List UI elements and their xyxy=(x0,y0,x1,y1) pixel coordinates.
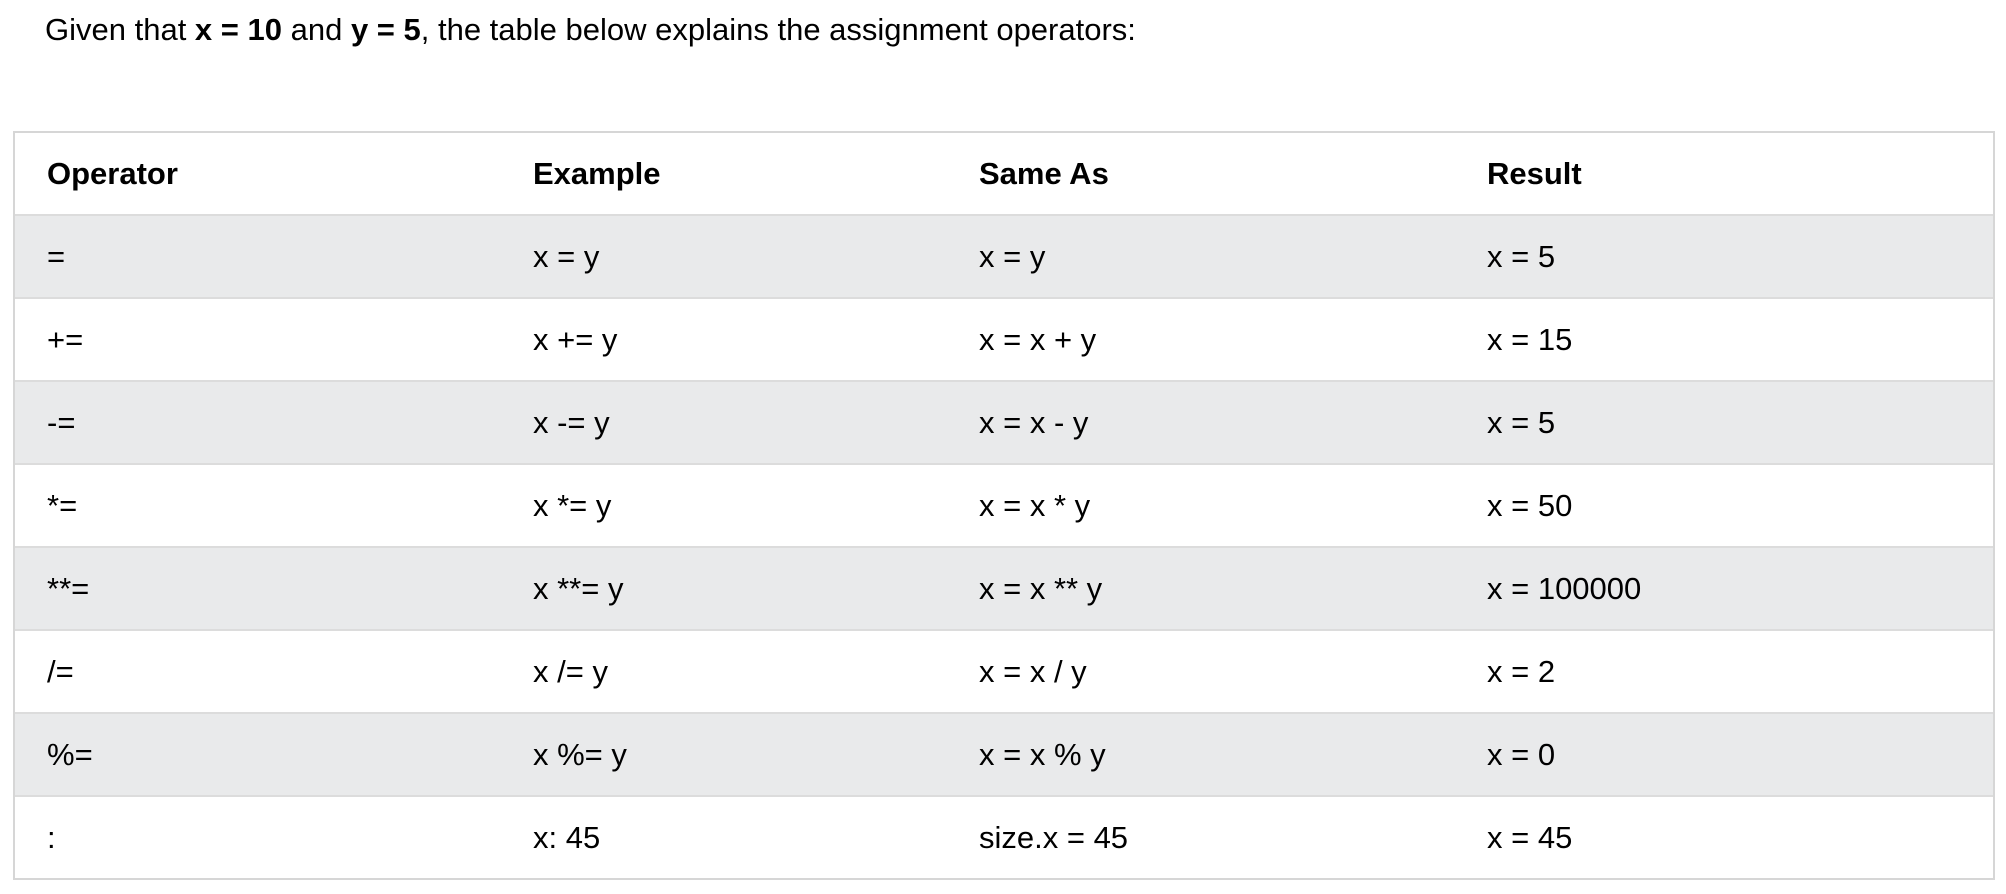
cell-example: x %= y xyxy=(501,713,947,797)
assignment-operators-table: Operator Example Same As Result = x = y … xyxy=(15,133,1993,878)
cell-example: x: 45 xyxy=(533,819,601,855)
cell-same-as: size.x = 45 xyxy=(979,819,1129,855)
table-row: : x: 45 size.x = 45 x = 45 xyxy=(15,796,1993,878)
cell-example: x *= y xyxy=(501,464,947,548)
cell-same-as: x = x % y xyxy=(947,713,1455,797)
cell-same-as: x = x + y xyxy=(947,298,1455,382)
cell-operator: /= xyxy=(15,630,501,714)
header-operator: Operator xyxy=(15,133,501,216)
header-same-as: Same As xyxy=(947,133,1455,216)
table-row: -= x -= y x = x - y x = 5 xyxy=(15,381,1993,465)
intro-middle: and xyxy=(281,12,351,47)
cell-example: x = y xyxy=(501,215,947,299)
cell-example: x **= y xyxy=(501,547,947,631)
table-header-row: Operator Example Same As Result xyxy=(15,133,1993,216)
intro-paragraph: Given that x = 10 and y = 5, the table b… xyxy=(45,8,1136,52)
cell-example: x /= y xyxy=(501,630,947,714)
cell-result: x = 45 xyxy=(1487,819,1573,855)
cell-result: x = 0 xyxy=(1455,713,1993,797)
cell-result: x = 5 xyxy=(1455,215,1993,299)
intro-suffix: , the table below explains the assignmen… xyxy=(420,12,1136,47)
intro-x-assignment: x = 10 xyxy=(194,12,282,47)
table-row: **= x **= y x = x ** y x = 100000 xyxy=(15,547,1993,631)
table-row: *= x *= y x = x * y x = 50 xyxy=(15,464,1993,548)
cell-result: x = 5 xyxy=(1455,381,1993,465)
table-row: %= x %= y x = x % y x = 0 xyxy=(15,713,1993,797)
cell-operator: *= xyxy=(15,464,501,548)
cell-operator: = xyxy=(15,215,501,299)
cell-same-as: x = x - y xyxy=(947,381,1455,465)
table-row: = x = y x = y x = 5 xyxy=(15,215,1993,299)
cell-result: x = 50 xyxy=(1455,464,1993,548)
cell-result: x = 2 xyxy=(1455,630,1993,714)
header-example: Example xyxy=(501,133,947,216)
cell-operator: += xyxy=(15,298,501,382)
cell-operator: -= xyxy=(15,381,501,465)
cell-example: x -= y xyxy=(501,381,947,465)
cell-same-as: x = x ** y xyxy=(947,547,1455,631)
operators-table-container: Operator Example Same As Result = x = y … xyxy=(13,131,1995,880)
table-row: /= x /= y x = x / y x = 2 xyxy=(15,630,1993,714)
cell-same-as: x = y xyxy=(947,215,1455,299)
header-result: Result xyxy=(1455,133,1993,216)
cell-result: x = 15 xyxy=(1455,298,1993,382)
cell-operator: %= xyxy=(15,713,501,797)
cell-same-as: x = x / y xyxy=(947,630,1455,714)
cell-same-as: x = x * y xyxy=(947,464,1455,548)
intro-prefix: Given that xyxy=(45,12,195,47)
table-row: += x += y x = x + y x = 15 xyxy=(15,298,1993,382)
cell-operator: **= xyxy=(15,547,501,631)
cell-example: x += y xyxy=(501,298,947,382)
cell-result: x = 100000 xyxy=(1455,547,1993,631)
intro-y-assignment: y = 5 xyxy=(350,12,421,47)
cell-operator: : xyxy=(47,819,56,855)
